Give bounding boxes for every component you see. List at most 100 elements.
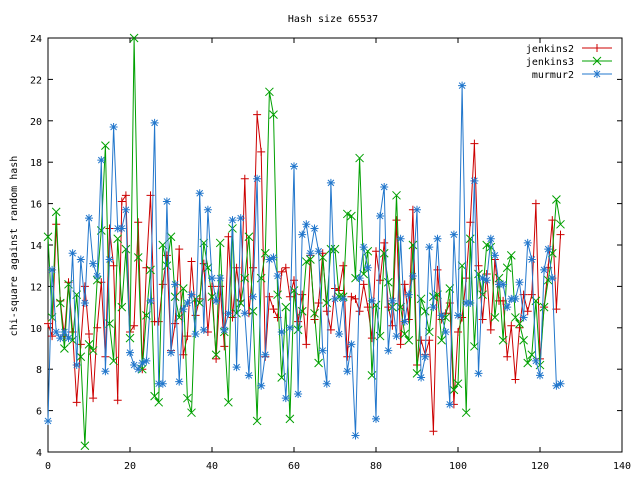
jenkins2-point <box>372 247 380 256</box>
murmur2-point <box>179 305 188 314</box>
jenkins2-point <box>556 230 565 239</box>
jenkins3-point <box>355 153 364 163</box>
jenkins2-point <box>220 342 229 351</box>
jenkins3-point <box>146 265 155 275</box>
jenkins3-point <box>470 342 479 351</box>
murmur2-point <box>384 346 393 355</box>
murmur2-point <box>273 272 282 281</box>
jenkins3-point <box>109 356 118 366</box>
jenkins3-point <box>449 385 459 395</box>
murmur2-point <box>89 259 98 268</box>
jenkins3-point <box>178 284 188 293</box>
jenkins3-point <box>400 329 410 339</box>
murmur2-point <box>121 205 130 214</box>
murmur2-point <box>507 294 516 303</box>
jenkins2-point <box>109 261 118 270</box>
murmur2-point <box>56 334 65 343</box>
murmur2-point <box>404 290 413 299</box>
plot-area-frame <box>47 37 623 453</box>
murmur2-point <box>109 123 118 132</box>
jenkins3-point <box>101 141 110 150</box>
y-tick-label: 8 <box>36 365 42 376</box>
murmur2-point <box>64 334 73 343</box>
jenkins2-point <box>503 352 512 361</box>
jenkins3-point <box>80 441 90 451</box>
murmur2-point <box>249 292 257 301</box>
jenkins3-point <box>506 250 516 260</box>
jenkins2-point <box>433 265 442 274</box>
jenkins3-point <box>330 244 340 254</box>
murmur2-point <box>290 162 298 171</box>
murmur2-point <box>511 294 520 303</box>
jenkins3-line <box>47 37 561 446</box>
jenkins3-point <box>392 190 401 200</box>
jenkins2-point <box>265 292 274 301</box>
murmur2-point <box>454 311 462 320</box>
jenkins3-point <box>301 257 311 266</box>
murmur2-point <box>523 238 532 247</box>
murmur2-point <box>396 234 405 243</box>
murmur2-point <box>195 189 204 198</box>
murmur2-point <box>388 296 397 305</box>
murmur2-point <box>60 327 69 336</box>
murmur2-point <box>93 272 102 281</box>
murmur2-point <box>220 325 229 334</box>
murmur2-point <box>413 205 421 214</box>
murmur2-point <box>240 309 249 318</box>
jenkins2-point <box>240 174 249 183</box>
jenkins3-point <box>269 110 278 119</box>
jenkins2-point <box>523 307 532 316</box>
jenkins3-point <box>285 414 295 424</box>
jenkins2-point <box>294 317 303 326</box>
murmur2-line <box>47 85 561 436</box>
jenkins2-point <box>429 427 438 436</box>
murmur2-point <box>339 294 348 303</box>
jenkins2-point <box>478 315 487 324</box>
y-axis: 4 6 8 10 12 14 16 18 20 22 24 <box>30 34 622 459</box>
murmur2-point <box>417 373 426 382</box>
jenkins2-point <box>486 325 495 334</box>
murmur2-point <box>322 379 331 388</box>
jenkins3-point <box>88 346 98 355</box>
jenkins3-point <box>306 255 315 264</box>
jenkins2-point <box>89 394 98 403</box>
murmur2-point <box>269 253 278 262</box>
murmur2-point <box>298 230 307 239</box>
y-tick-label: 4 <box>36 448 42 459</box>
murmur2-point <box>449 230 458 239</box>
jenkins2-point <box>281 263 290 272</box>
jenkins3-point <box>511 313 520 322</box>
murmur2-point <box>318 346 327 355</box>
murmur2-point <box>347 340 356 349</box>
jenkins2-point <box>257 147 266 156</box>
legend-label-murmur2: murmur2 <box>532 70 574 81</box>
murmur2-point <box>462 298 471 307</box>
jenkins3-point <box>404 335 414 345</box>
jenkins2-point <box>187 257 196 266</box>
murmur2-point <box>531 356 540 365</box>
murmur2-point <box>183 298 192 307</box>
jenkins3-point <box>265 87 274 97</box>
jenkins3-point <box>494 273 504 283</box>
jenkins3-point <box>310 308 319 318</box>
murmur2-point <box>208 274 216 283</box>
jenkins3-point <box>416 294 426 304</box>
jenkins2-point <box>351 294 360 303</box>
murmur2-point <box>429 303 438 312</box>
x-tick-label: 140 <box>613 461 631 472</box>
jenkins3-point <box>43 232 53 242</box>
legend-label-jenkins2: jenkins2 <box>526 44 574 55</box>
jenkins3-point <box>121 244 131 254</box>
murmur2-point <box>228 216 237 225</box>
jenkins2-point <box>322 307 331 316</box>
jenkins3-point <box>420 306 430 316</box>
murmur2-point <box>203 205 212 214</box>
murmur2-point <box>277 327 286 336</box>
murmur2-point <box>48 265 57 274</box>
jenkins2-point <box>384 303 393 312</box>
jenkins2-point <box>355 307 364 316</box>
x-tick-label: 0 <box>45 461 51 472</box>
murmur2-point <box>458 81 467 90</box>
series-murmur2 <box>44 81 565 440</box>
